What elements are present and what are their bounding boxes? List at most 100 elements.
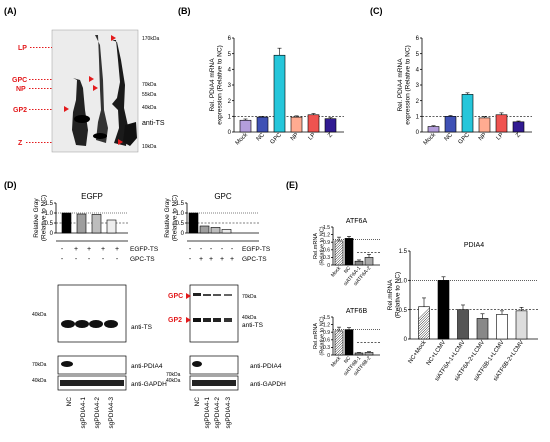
table-d-left-cell: + xyxy=(87,246,91,253)
chartE1-hatch xyxy=(335,249,343,258)
table-d-right-rowlabel: GPC-TS xyxy=(242,256,267,263)
chartE1-y-label: (Relative to NC) xyxy=(320,226,326,265)
arrow-gp2 xyxy=(64,106,69,112)
band-label-gpc: GPC xyxy=(12,77,27,84)
chart-b: 0 1 2 3 4 5 6 Mock NC GPC NP LP Z Rel. PDIA4 mRNA expr… xyxy=(209,36,344,147)
chartB-category-label: LP xyxy=(308,132,317,141)
chartE2-hatch xyxy=(365,331,389,355)
table-d-left-cell: - xyxy=(61,256,64,263)
band xyxy=(193,293,201,296)
chartC-tick-label: 1 xyxy=(416,114,420,120)
panel-label-b: (B) xyxy=(178,6,191,16)
table-d-right-cell: - xyxy=(189,256,192,263)
chartC-bar xyxy=(427,126,440,133)
chartE3-hatch xyxy=(418,325,430,337)
blot-a-lane-1 xyxy=(72,78,88,146)
chartE2-tick-label: 1.2 xyxy=(323,322,330,328)
band xyxy=(192,380,236,386)
chart-e-pdia4: 00.51.01.5NC+MockNC+LCMVsiATF6A-1+LCMVsi… xyxy=(387,242,538,383)
band xyxy=(192,361,202,367)
chartB-y-label: expression (Relative to NC) xyxy=(217,45,224,124)
chartB-tick-label: 1 xyxy=(228,114,232,120)
chartD2-y-label: (Relative to NC) xyxy=(172,195,179,241)
chartD1-tick-label: 1.0 xyxy=(45,211,54,217)
chartD1-y-label: (Relative to NC) xyxy=(41,195,48,241)
chartD1-title: EGFP xyxy=(81,192,103,201)
band xyxy=(60,380,124,386)
chartE2-tick-label: 0.3 xyxy=(323,345,330,351)
chartE2-hatch xyxy=(368,331,392,355)
blot-a-antibody: anti-TS xyxy=(142,120,165,127)
chartE1-tick-label: 0.3 xyxy=(323,255,330,261)
table-d-right-cell: + xyxy=(220,256,224,263)
band-label-d-gpc: GPC xyxy=(168,293,183,300)
table-d-right-rowlabel: EGFP-TS xyxy=(242,246,271,253)
lane-sg3-right: sgPDIA4-3 xyxy=(225,397,232,429)
chartC-tick-label: 6 xyxy=(416,36,420,42)
chartE1-hatch xyxy=(335,241,343,251)
chart-c: 0 1 2 3 4 5 6 Mock NC GPC NP LP Z Rel. PDIA4 mRNA expr… xyxy=(397,36,532,147)
chartD1-tick-label: 0.5 xyxy=(45,221,54,227)
chartE2-hatch xyxy=(358,331,382,355)
chartC-tick-label: 3 xyxy=(416,83,420,89)
chart-d-egfp: 0 0.5 1.0 1.5 Relative Gray (Relative to NC) E… xyxy=(33,192,128,241)
mw-d-left-40: 40kDa xyxy=(32,312,47,318)
chartE3-hatch xyxy=(420,330,430,340)
chartE3-bar xyxy=(418,306,430,340)
band xyxy=(213,294,221,296)
chartC-tick-label: 5 xyxy=(416,52,420,58)
band xyxy=(104,320,118,328)
chartE2-tick-label: 1.5 xyxy=(323,315,330,321)
chartE2-hatch xyxy=(335,336,343,346)
blot-d-right-label-pdia4: anti-PDIA4 xyxy=(250,363,282,370)
chartE1-hatch xyxy=(335,246,343,256)
blot-a-mw: 170kDa 70kDa 55kDa 40kDa 10kDa anti-TS xyxy=(142,36,165,150)
band-label-gp2: GP2 xyxy=(13,107,27,114)
chart-d-gpc: 0 0.5 1.0 1.5 Relative Gray (Relative to NC) G… xyxy=(164,192,259,241)
band-label-z: Z xyxy=(18,140,23,147)
mw-d-right-70: 70kDa xyxy=(242,294,257,300)
mw-d-left-40b: 40kDa xyxy=(32,378,47,384)
blot-a-lane-4 xyxy=(123,122,137,146)
chartE1-hatch xyxy=(335,251,343,261)
chartD2-title: GPC xyxy=(214,192,232,201)
chartB-category-label: NP xyxy=(290,132,300,142)
chartE2-hatch xyxy=(360,331,384,355)
chartE2-hatch xyxy=(335,346,343,355)
chartB-category-label: NC xyxy=(256,132,267,143)
chartC-category-label: NC xyxy=(444,132,455,143)
mw-55: 55kDa xyxy=(142,92,157,98)
chartE3-tick-label: 0 xyxy=(404,337,408,343)
chartE2-bar xyxy=(354,352,364,356)
table-d-left-cell: - xyxy=(88,256,91,263)
chartE1-hatch xyxy=(370,241,394,265)
panel-label-e: (E) xyxy=(286,180,298,190)
arrow-d-gpc xyxy=(186,293,191,299)
table-d-right-cell: - xyxy=(210,246,213,253)
chartE2-hatch xyxy=(373,331,397,355)
chartC-tick-label: 2 xyxy=(416,99,420,105)
chartE1-hatch xyxy=(335,254,343,263)
chartE3-y-label: (Relative to NC) xyxy=(395,272,402,318)
chartE3-tick-label: 1.5 xyxy=(399,249,408,255)
chartC-category-label: GPC xyxy=(458,132,472,146)
blot-a-band-gp2 xyxy=(74,115,90,123)
chartB-y-label: Rel. PDIA4 mRNA xyxy=(209,58,216,112)
chartD1-bar xyxy=(61,212,72,234)
blot-a-band-z xyxy=(93,133,107,139)
chartE1-hatch xyxy=(335,240,340,246)
chartE2-hatch xyxy=(363,331,387,355)
arrow-z xyxy=(118,139,123,145)
chartE2-category-label: NC xyxy=(343,355,352,365)
chartC-bar xyxy=(444,116,457,133)
blot-d-left-label-gapdh: anti-GAPDH xyxy=(131,381,167,388)
chartB-tick-label: 6 xyxy=(228,36,232,42)
chartC-y-label: Rel. PDIA4 mRNA xyxy=(397,58,404,112)
chartE2-hatch xyxy=(337,349,343,355)
blot-a-band-labels: LP GPC NP GP2 Z xyxy=(12,35,123,147)
chartE3-y-label: Rel.mRNA xyxy=(387,279,394,310)
blot-d-labels: 40kDa 70kDa 40kDa anti-TS anti-PDIA4 ant… xyxy=(32,293,286,388)
chartD2-bar xyxy=(221,229,232,234)
band xyxy=(89,320,103,328)
chartE3-hatch xyxy=(418,307,430,320)
